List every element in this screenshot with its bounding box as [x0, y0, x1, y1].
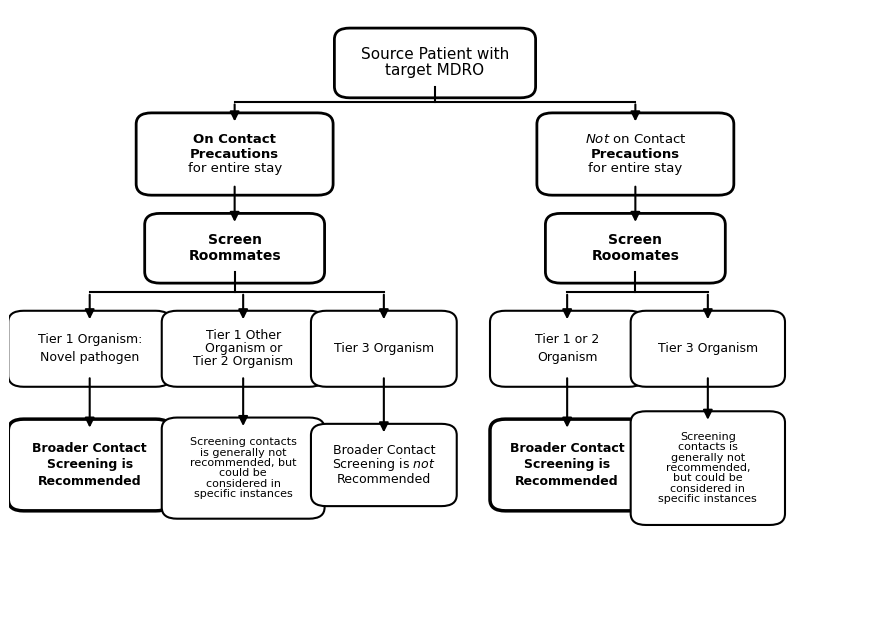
Text: Broader Contact: Broader Contact	[332, 444, 434, 457]
FancyBboxPatch shape	[334, 28, 535, 98]
Text: generally not: generally not	[670, 453, 744, 463]
Text: specific instances: specific instances	[658, 494, 756, 504]
Text: Rooomates: Rooomates	[591, 249, 679, 263]
Text: considered in: considered in	[205, 479, 281, 488]
Text: Recommended: Recommended	[38, 475, 142, 488]
Text: $\it{Not}$ on Contact: $\it{Not}$ on Contact	[584, 133, 686, 146]
Text: recommended, but: recommended, but	[189, 458, 296, 468]
Text: but could be: but could be	[673, 474, 742, 483]
Text: Screening is $\it{not}$: Screening is $\it{not}$	[332, 456, 435, 474]
Text: recommended,: recommended,	[665, 463, 749, 473]
FancyBboxPatch shape	[162, 311, 324, 387]
Text: considered in: considered in	[669, 484, 745, 494]
Text: target MDRO: target MDRO	[385, 63, 484, 78]
Text: Screen: Screen	[607, 233, 661, 247]
Text: Recommended: Recommended	[336, 473, 430, 486]
Text: Precautions: Precautions	[189, 147, 279, 160]
Text: could be: could be	[219, 469, 267, 478]
Text: Recommended: Recommended	[514, 475, 618, 488]
FancyBboxPatch shape	[489, 311, 644, 387]
FancyBboxPatch shape	[545, 213, 725, 283]
Text: Tier 1 Other: Tier 1 Other	[205, 329, 281, 342]
Text: Tier 1 or 2: Tier 1 or 2	[534, 333, 599, 346]
Text: Screening is: Screening is	[47, 458, 133, 472]
Text: Screening: Screening	[679, 432, 735, 442]
Text: for entire stay: for entire stay	[188, 162, 282, 175]
Text: Novel pathogen: Novel pathogen	[40, 351, 139, 364]
FancyBboxPatch shape	[536, 113, 733, 195]
Text: Precautions: Precautions	[590, 147, 680, 160]
Text: Organism: Organism	[536, 351, 597, 364]
Text: Roommates: Roommates	[188, 249, 281, 263]
Text: Screening is: Screening is	[523, 458, 609, 472]
FancyBboxPatch shape	[630, 311, 784, 387]
Text: Tier 1 Organism:: Tier 1 Organism:	[37, 333, 142, 346]
Text: Tier 3 Organism: Tier 3 Organism	[657, 342, 757, 355]
FancyBboxPatch shape	[144, 213, 324, 283]
Text: contacts is: contacts is	[677, 442, 737, 453]
Text: On Contact: On Contact	[193, 133, 275, 146]
FancyBboxPatch shape	[9, 419, 171, 511]
FancyBboxPatch shape	[162, 417, 324, 519]
Text: Broader Contact: Broader Contact	[32, 442, 147, 454]
FancyBboxPatch shape	[310, 311, 456, 387]
Text: specific instances: specific instances	[194, 489, 292, 499]
Text: Screening contacts: Screening contacts	[189, 437, 296, 447]
Text: for entire stay: for entire stay	[587, 162, 681, 175]
Text: Tier 3 Organism: Tier 3 Organism	[334, 342, 434, 355]
Text: Screen: Screen	[208, 233, 262, 247]
FancyBboxPatch shape	[489, 419, 644, 511]
Text: Broader Contact: Broader Contact	[509, 442, 624, 454]
Text: Source Patient with: Source Patient with	[361, 47, 508, 62]
FancyBboxPatch shape	[310, 424, 456, 506]
Text: is generally not: is generally not	[200, 447, 286, 458]
Text: Organism or: Organism or	[204, 342, 282, 355]
Text: Tier 2 Organism: Tier 2 Organism	[193, 355, 293, 368]
FancyBboxPatch shape	[136, 113, 333, 195]
FancyBboxPatch shape	[9, 311, 171, 387]
FancyBboxPatch shape	[630, 412, 784, 525]
